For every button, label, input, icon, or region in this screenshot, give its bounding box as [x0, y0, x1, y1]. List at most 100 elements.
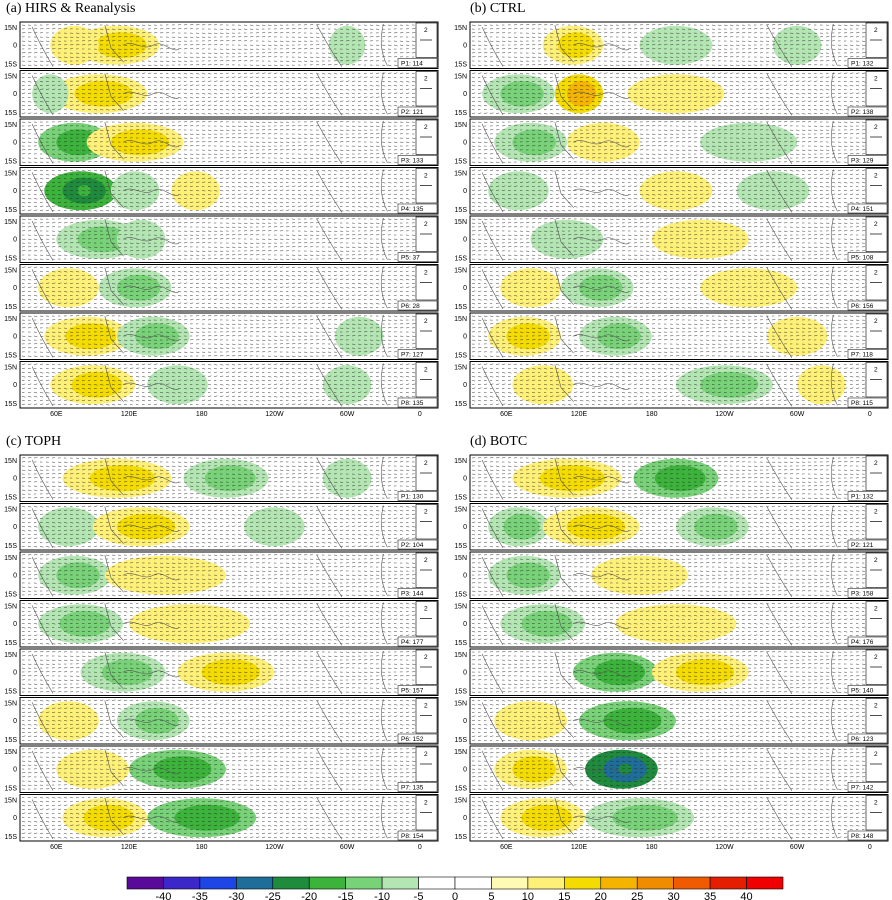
phase-label: P4: 151	[851, 206, 874, 213]
latitude-label: 15N	[454, 507, 467, 514]
olr-anomaly-core	[540, 465, 605, 491]
colorbar-swatch	[309, 877, 345, 889]
colorbar-swatch	[236, 877, 272, 889]
colorbar-swatch	[528, 877, 564, 889]
phase-row: 2P2: 10415N015S	[4, 504, 438, 551]
phase-label: P6: 156	[851, 303, 874, 310]
latitude-label: 15N	[4, 507, 17, 514]
reference-vector-label: 2	[874, 751, 878, 758]
latitude-label: 15S	[455, 689, 468, 696]
latitude-label: 15S	[455, 640, 468, 647]
colorbar-tick: 5	[488, 891, 494, 900]
latitude-label: 15S	[5, 110, 18, 117]
colorbar-tick: 0	[452, 891, 458, 900]
latitude-label: 15S	[455, 737, 468, 744]
olr-anomaly-core	[506, 323, 550, 349]
olr-anomaly-core	[59, 611, 110, 637]
latitude-label: 15S	[5, 786, 18, 793]
reference-vector-label: 2	[424, 557, 428, 564]
olr-anomaly-core	[159, 611, 232, 637]
latitude-label: 15S	[5, 543, 18, 550]
reference-vector-label: 2	[424, 654, 428, 661]
colorbar-swatch	[455, 877, 491, 889]
phase-row: 2 P5: 108 15N 0 15S	[454, 216, 888, 263]
phase-label: P1: 132	[851, 494, 874, 501]
latitude-label: 15N	[4, 25, 17, 32]
latitude-label: 15N	[4, 122, 17, 129]
phase-label: P4: 135	[401, 206, 424, 213]
latitude-label: 15S	[455, 159, 468, 166]
olr-anomaly-core	[724, 129, 782, 155]
longitude-label: 120E	[571, 844, 588, 851]
colorbar-swatch	[564, 877, 600, 889]
olr-anomaly-core	[135, 562, 208, 588]
latitude-label: 15N	[454, 219, 467, 226]
latitude-label: 0	[13, 524, 17, 531]
olr-anomaly-core	[612, 805, 677, 831]
reference-vector-label: 2	[424, 76, 428, 83]
latitude-label: 0	[463, 815, 467, 822]
latitude-label: 0	[463, 766, 467, 773]
olr-anomaly-core	[162, 372, 198, 398]
longitude-label: 120E	[121, 411, 138, 418]
phase-label: P2: 104	[401, 542, 424, 549]
phase-label: P6: 123	[851, 736, 874, 743]
latitude-label: 15N	[454, 25, 467, 32]
phase-label: P1: 114	[401, 61, 423, 68]
latitude-label: 15N	[454, 749, 467, 756]
olr-anomaly-core	[782, 323, 818, 349]
phase-label: P3: 129	[851, 158, 874, 165]
reference-vector-label: 2	[874, 27, 878, 34]
latitude-label: 15N	[4, 749, 17, 756]
phase-label: P3: 144	[401, 591, 424, 598]
colorbar-swatch	[674, 877, 710, 889]
colorbar-swatch	[273, 877, 309, 889]
phase-label: P7: 127	[401, 352, 424, 359]
latitude-label: 15S	[5, 401, 18, 408]
latitude-label: 0	[463, 236, 467, 243]
latitude-label: 0	[463, 669, 467, 676]
reference-vector-label: 2	[424, 173, 428, 180]
reference-vector-label: 2	[424, 606, 428, 613]
phase-label: P1: 132	[851, 61, 874, 68]
reference-vector-label: 2	[424, 460, 428, 467]
longitude-label: 60W	[790, 844, 805, 851]
phase-label: P8: 135	[401, 400, 424, 407]
olr-anomaly-core	[62, 32, 91, 58]
colorbar-swatch	[637, 877, 673, 889]
phase-label: P1: 130	[401, 494, 424, 501]
colorbar-tick: 10	[522, 891, 534, 900]
latitude-label: 15S	[455, 304, 468, 311]
olr-anomaly-core	[700, 372, 758, 398]
latitude-label: 15N	[454, 171, 467, 178]
latitude-label: 15N	[454, 74, 467, 81]
latitude-label: 0	[463, 621, 467, 628]
olr-anomaly-core	[594, 659, 645, 685]
latitude-label: 15S	[455, 592, 468, 599]
phase-label: P7: 142	[851, 785, 874, 792]
colorbar-swatch	[346, 877, 382, 889]
phase-label: P8: 115	[851, 400, 873, 407]
colorbar-swatch	[163, 877, 199, 889]
phase-label: P2: 121	[401, 109, 424, 116]
latitude-label: 15S	[5, 159, 18, 166]
phase-label: P6: 28	[401, 303, 420, 310]
reference-vector-label: 2	[874, 318, 878, 325]
olr-anomaly-core	[90, 465, 155, 491]
latitude-label: 15S	[5, 834, 18, 841]
latitude-label: 15S	[5, 737, 18, 744]
longitude-label: 120E	[571, 411, 588, 418]
longitude-label: 120W	[265, 411, 284, 418]
colorbar-tick: -40	[155, 891, 171, 900]
panel-2: 2 P1: 130 15N 0 15S 2 P2: 104 15N 0 15S 2 P3: 144 15…	[4, 455, 438, 851]
phase-label: P8: 154	[401, 833, 424, 840]
longitude-label: 60E	[50, 411, 63, 418]
longitude-label: 60E	[50, 844, 63, 851]
colorbar-tick: 40	[740, 891, 752, 900]
phase-row: 2P2: 12115N015S	[4, 71, 438, 118]
phase-row: 2P8: 15415N015S	[4, 795, 438, 842]
reference-vector-label: 2	[874, 270, 878, 277]
longitude-label: 60W	[790, 411, 805, 418]
latitude-label: 15N	[4, 701, 17, 708]
latitude-label: 15N	[454, 365, 467, 372]
